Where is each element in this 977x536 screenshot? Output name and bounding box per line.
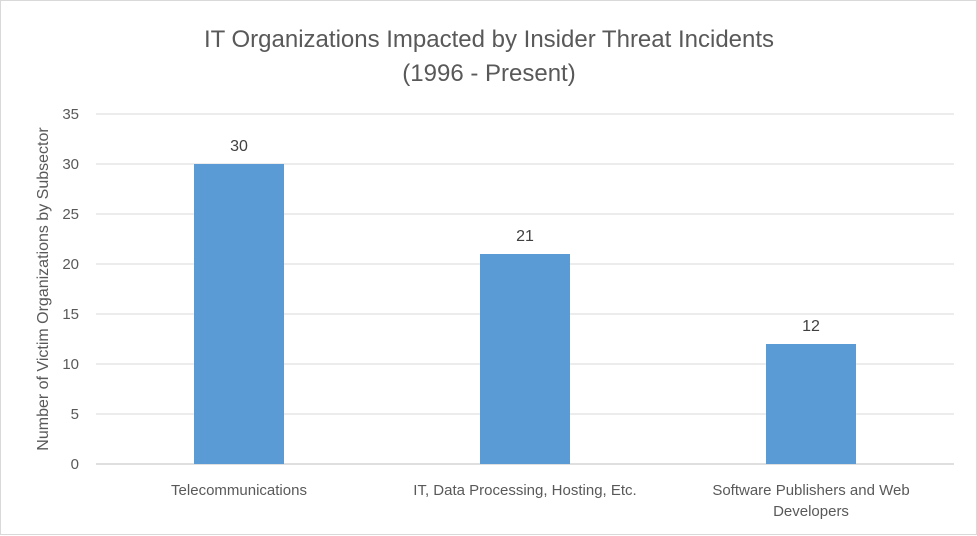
bar xyxy=(194,164,284,464)
y-axis-label: Number of Victim Organizations by Subsec… xyxy=(35,127,52,451)
bar xyxy=(766,344,856,464)
y-tick-label: 5 xyxy=(71,406,79,423)
y-tick-label: 0 xyxy=(71,456,79,473)
data-label: 30 xyxy=(230,138,248,155)
y-tick-label: 35 xyxy=(62,106,79,123)
x-tick-label: Developers xyxy=(773,503,849,520)
bar xyxy=(480,254,570,464)
data-label: 12 xyxy=(802,318,820,335)
y-tick-label: 15 xyxy=(62,306,79,323)
y-tick-label: 20 xyxy=(62,256,79,273)
y-tick-label: 10 xyxy=(62,356,79,373)
x-tick-label: Telecommunications xyxy=(171,482,307,499)
data-label: 21 xyxy=(516,228,534,245)
chart-subtitle: (1996 - Present) xyxy=(402,60,575,87)
y-tick-label: 30 xyxy=(62,156,79,173)
x-tick-label: Software Publishers and Web xyxy=(712,482,909,499)
chart-title: IT Organizations Impacted by Insider Thr… xyxy=(204,26,774,53)
x-tick-label: IT, Data Processing, Hosting, Etc. xyxy=(413,482,636,499)
y-tick-label: 25 xyxy=(62,206,79,223)
